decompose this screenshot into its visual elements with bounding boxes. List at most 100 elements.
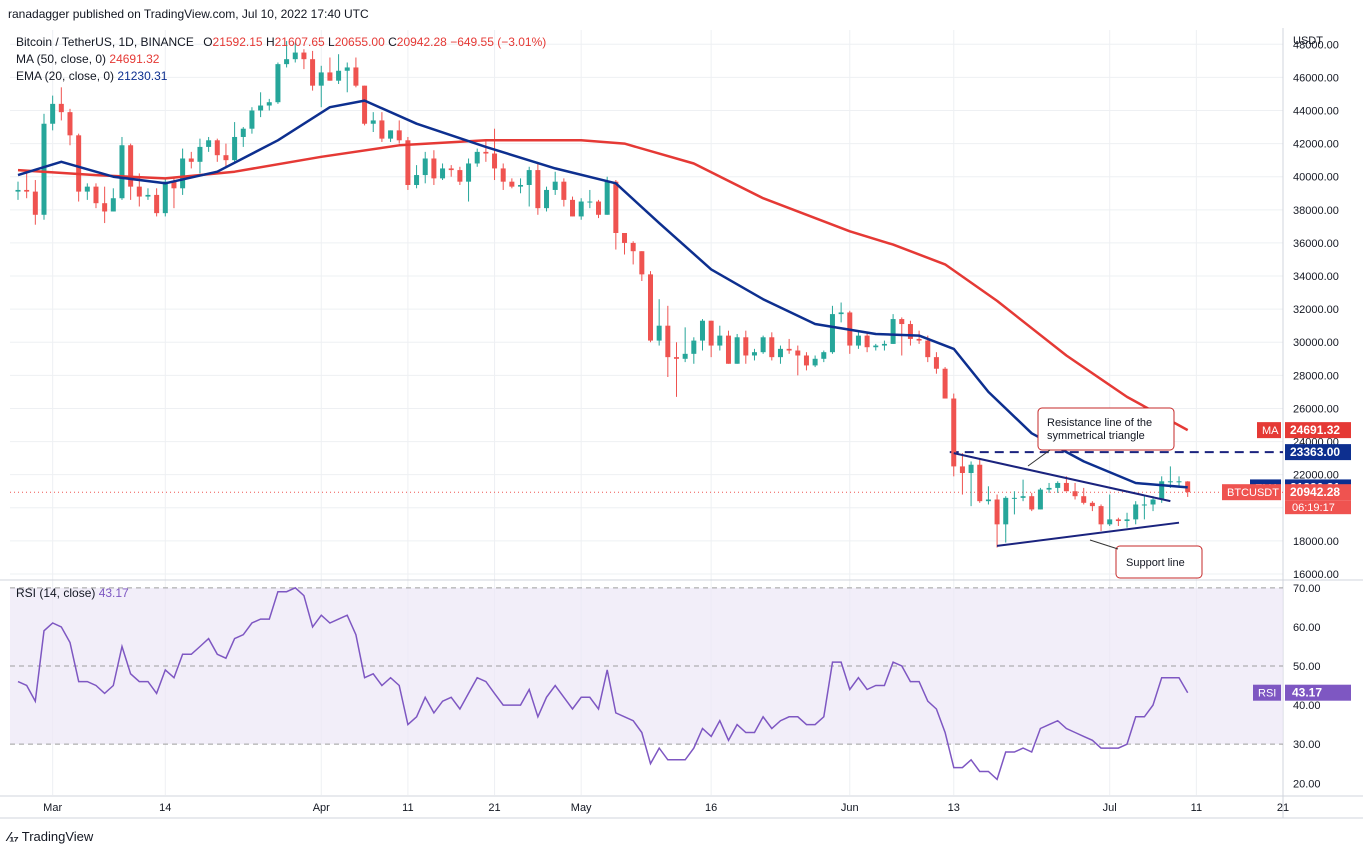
ma-legend-value: 24691.32 — [109, 52, 160, 66]
candle-body — [301, 52, 307, 60]
candle-body — [795, 350, 801, 356]
candle-body — [15, 189, 21, 192]
candle-body — [474, 151, 480, 164]
candle-body — [119, 145, 125, 199]
candle-body — [214, 140, 220, 156]
candle-body — [84, 186, 90, 192]
price-axis-tick-label: 34000.00 — [1293, 271, 1339, 283]
candle-body — [466, 163, 472, 182]
ema-legend-value: 21230.31 — [117, 69, 168, 83]
rsi-name-tag-label: RSI — [1258, 688, 1276, 700]
footer-brand: TradingView — [21, 829, 94, 844]
low-label: L — [328, 35, 335, 49]
candle-body — [933, 357, 939, 369]
candle-body — [483, 151, 489, 154]
candle-body — [336, 70, 342, 81]
time-axis-tick-label: Jul — [1103, 802, 1117, 814]
candle-body — [673, 357, 679, 359]
close-value: 20942.28 — [396, 35, 447, 49]
time-axis-tick-label: 14 — [159, 802, 171, 814]
countdown-tag-bg — [1285, 500, 1351, 515]
candle-body — [50, 103, 56, 124]
rsi-name-tag-bg — [1253, 684, 1281, 701]
candle-body — [648, 274, 653, 341]
price-axis-tick-label: 42000.00 — [1293, 139, 1339, 151]
candle-body — [318, 72, 324, 86]
price-axis-tick-label: 44000.00 — [1293, 105, 1339, 117]
candle-body — [604, 181, 610, 215]
time-axis-tick-label: 13 — [948, 802, 960, 814]
candles-layer — [15, 40, 1191, 548]
candle-body — [162, 181, 168, 214]
candle-body — [578, 201, 584, 217]
price-axis-tick-label: 36000.00 — [1293, 238, 1339, 250]
time-axis-tick-label: 11 — [402, 802, 413, 814]
rsi-legend[interactable]: RSI (14, close) 43.17 — [16, 586, 129, 600]
candle-body — [492, 153, 498, 169]
price-axis-tick-label: 18000.00 — [1293, 536, 1339, 548]
candle-body — [977, 464, 983, 502]
name-tag-bg — [1257, 422, 1281, 439]
candle-body — [864, 335, 870, 348]
candle-body — [1046, 487, 1052, 490]
candle-body — [699, 320, 705, 341]
candle-body — [890, 319, 896, 344]
candle-body — [362, 85, 368, 124]
candle-body — [240, 128, 246, 137]
symbol-name: Bitcoin / TetherUS, 1D, BINANCE — [16, 35, 194, 49]
candle-body — [258, 105, 264, 111]
tradingview-logo-icon: ⁄₁₇ — [8, 829, 19, 844]
candle-body — [1072, 491, 1078, 497]
candle-body — [907, 324, 913, 339]
candle-body — [829, 314, 835, 353]
candle-body — [777, 348, 783, 358]
candle-body — [448, 168, 454, 171]
candle-body — [1124, 519, 1130, 522]
price-axis-tick-label: 46000.00 — [1293, 72, 1339, 84]
price-axis-tick-label: 48000.00 — [1293, 39, 1339, 51]
candle-body — [223, 155, 229, 161]
candle-body — [656, 325, 662, 341]
ma-legend[interactable]: MA (50, close, 0) 24691.32 — [16, 52, 159, 66]
price-tag-value: 20942.28 — [1290, 485, 1340, 499]
rsi-axis-tick-label: 60.00 — [1293, 622, 1321, 634]
high-label: H — [265, 35, 275, 49]
candle-body — [743, 337, 749, 356]
annotation-support-text: Support line — [1126, 557, 1185, 569]
candle-body — [734, 337, 740, 364]
price-axis-tick-label: 28000.00 — [1293, 370, 1339, 382]
candle-body — [1150, 499, 1156, 505]
ema-legend-label: EMA (20, close, 0) — [16, 69, 115, 83]
candle-body — [544, 189, 550, 209]
name-tag-label: BTCUSDT — [1227, 487, 1279, 499]
candle-body — [136, 186, 142, 197]
currency-label: USDT — [1293, 35, 1323, 47]
triangle-support-line — [996, 521, 1180, 547]
candle-body — [431, 158, 437, 179]
candle-body — [760, 337, 766, 353]
candle-body — [942, 368, 948, 399]
candle-body — [622, 232, 628, 243]
candle-body — [682, 353, 688, 359]
candle-body — [1176, 481, 1182, 483]
rsi-axis-tick-label: 50.00 — [1293, 661, 1321, 673]
candle-body — [154, 194, 160, 214]
rsi-legend-label: RSI (14, close) — [16, 586, 96, 600]
ema-legend[interactable]: EMA (20, close, 0) 21230.31 — [16, 69, 167, 83]
candle-body — [518, 184, 524, 187]
candle-body — [110, 198, 116, 212]
open-value: 21592.15 — [212, 35, 263, 49]
price-tag-bg — [1285, 444, 1351, 461]
candle-body — [570, 199, 576, 217]
price-axis-tick-label: 22000.00 — [1293, 470, 1339, 482]
candle-body — [32, 191, 38, 215]
close-label: C — [388, 35, 397, 49]
candle-body — [1063, 482, 1069, 492]
time-axis-tick-label: Mar — [43, 802, 62, 814]
candle-body — [751, 352, 757, 356]
candle-body — [959, 466, 965, 474]
candle-body — [691, 340, 697, 354]
price-tag-bg — [1285, 484, 1351, 501]
time-axis-tick-label: 11 — [1191, 802, 1202, 814]
